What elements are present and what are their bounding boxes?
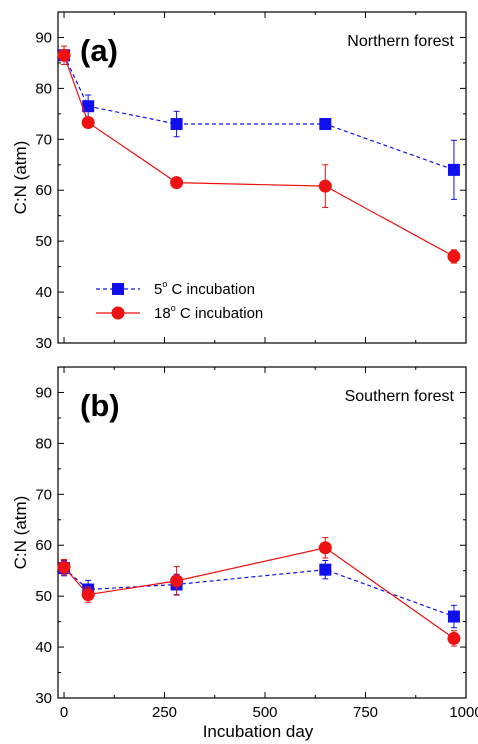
x-tick-label: 250 [152,704,177,721]
x-tick-label: 1000 [449,704,478,721]
y-tick-label: 50 [35,233,52,250]
x-tick-label: 750 [353,704,378,721]
data-point-square [447,163,460,176]
y-axis-title: C:N (atm) [11,496,30,570]
data-point-circle [318,179,332,193]
series-line [63,55,455,171]
panel-title: Southern forest [345,388,455,405]
data-point-circle [447,249,461,263]
legend-label: 5o C incubation [154,279,255,298]
y-tick-label: 80 [35,80,52,97]
y-tick-label: 40 [35,639,52,656]
legend-label: 18o C incubation [154,303,263,322]
panel-label: (b) [80,388,120,423]
data-point-circle [81,588,95,602]
legend: 5o C incubation 18o C incubation [96,279,263,322]
y-tick-label: 50 [35,588,52,605]
panel-label: (a) [80,33,118,68]
data-point-circle [81,116,95,130]
plot-frame [57,366,467,699]
data-point-circle [57,48,71,62]
panel-title: Northern forest [347,33,454,50]
y-axis-title: C:N (atm) [11,141,30,215]
series-1 [57,45,461,264]
y-tick-label: 70 [35,486,52,503]
series-1 [57,537,461,647]
data-point-circle [170,574,184,588]
series-line [63,55,455,257]
data-point-circle [447,631,461,645]
x-axis-title: Incubation day [203,722,314,741]
panel-northern-forest: 30 40 50 60 70 80 90 C:N (atm) (a) Northern fores… [11,11,467,352]
y-tick-label: 90 [35,29,52,46]
data-point-circle [170,176,184,190]
data-point-circle [57,560,71,574]
data-point-square [447,610,460,623]
series-0 [58,560,460,629]
data-point-square [319,118,332,131]
legend-marker-square [112,283,124,295]
legend-marker-circle [111,306,125,320]
data-point-square [170,118,183,131]
panel-southern-forest: 30 40 50 60 70 80 90 0 250 500 750 1000 C:N (atm) (b)… [11,366,478,721]
y-tick-label: 60 [35,537,52,554]
data-point-square [319,563,332,576]
plot-frame [57,11,467,344]
series-0 [58,49,460,200]
data-point-circle [318,541,332,555]
y-tick-label: 60 [35,182,52,199]
x-tick-label: 0 [60,704,68,721]
y-tick-label: 90 [35,384,52,401]
x-tick-label: 500 [252,704,277,721]
data-point-square [82,100,95,113]
series-line [63,567,455,618]
y-tick-label: 40 [35,284,52,301]
series-line [63,547,455,639]
y-tick-label: 70 [35,131,52,148]
y-tick-label: 30 [35,335,52,352]
y-tick-label: 30 [35,690,52,707]
y-tick-label: 80 [35,435,52,452]
